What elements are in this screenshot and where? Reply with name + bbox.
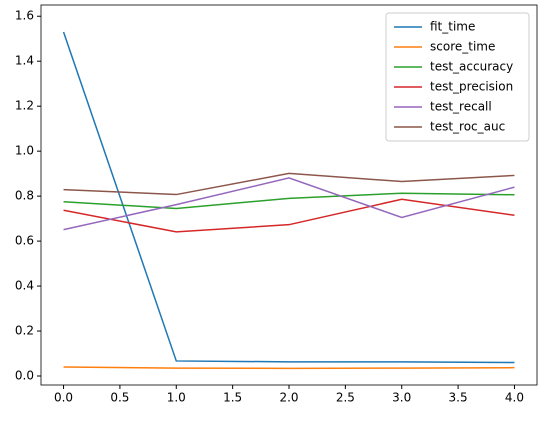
x-tick-label: 2.0 <box>279 391 298 405</box>
x-tick-label: 0.5 <box>110 391 129 405</box>
x-tick-label: 3.5 <box>449 391 468 405</box>
legend-label: test_precision <box>430 80 513 94</box>
series-line <box>63 366 515 370</box>
legend-label: test_roc_auc <box>430 120 505 134</box>
y-tick-label: 1.6 <box>15 9 34 23</box>
y-tick-label: 0.0 <box>15 369 34 383</box>
y-tick-label: 0.8 <box>15 189 34 203</box>
x-tick-label: 0.0 <box>54 391 73 405</box>
legend-box <box>385 12 530 142</box>
y-tick-label: 0.6 <box>15 234 34 248</box>
x-tick-label: 1.0 <box>167 391 186 405</box>
y-tick-label: 1.0 <box>15 144 34 158</box>
legend-label: test_accuracy <box>430 60 513 74</box>
x-tick-label: 2.5 <box>336 391 355 405</box>
legend-label: test_recall <box>430 100 492 114</box>
y-tick-label: 0.2 <box>15 324 34 338</box>
y-tick-label: 1.2 <box>15 99 34 113</box>
y-tick-label: 0.4 <box>15 279 34 293</box>
x-tick-label: 4.0 <box>505 391 524 405</box>
series-line <box>63 177 515 231</box>
legend-label: fit_time <box>430 20 475 34</box>
y-tick-label: 1.4 <box>15 54 34 68</box>
series-line <box>63 172 515 196</box>
series-line <box>62 31 515 364</box>
x-tick-label: 3.0 <box>392 391 411 405</box>
series-line <box>63 192 515 210</box>
legend-label: score_time <box>430 40 495 54</box>
x-tick-label: 1.5 <box>223 391 242 405</box>
series-line <box>63 198 515 233</box>
